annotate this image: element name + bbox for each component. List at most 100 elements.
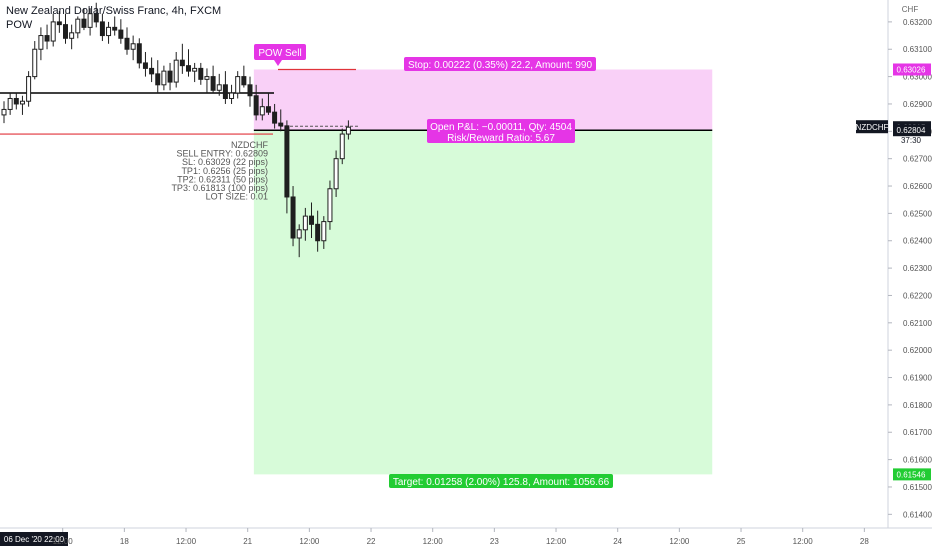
candle-body [229,92,235,99]
info-line: NZDCHF [231,140,268,150]
candle-body [149,67,155,75]
candle-body [302,215,308,231]
time-tick-label: 25 [737,537,746,546]
price-tick-label: 0.61900 [903,374,932,383]
info-line: TP2: 0.62311 (50 pips) [177,174,268,184]
candle-body [81,18,87,28]
signal-label: POW Sell [258,48,301,59]
candle-body [44,35,50,42]
price-tick-label: 0.62600 [903,182,932,191]
signal-label-pointer [274,60,282,66]
time-tick-label: 12:00 [423,537,444,546]
price-tick-label: 0.61800 [903,401,932,410]
info-line: LOT SIZE: 0.01 [206,192,268,202]
price-tick-label: 0.62700 [903,155,932,164]
candle-body [253,95,259,116]
indicator-name: POW [6,19,33,31]
candle-body [130,43,136,50]
candle-body [333,158,339,190]
chart-header: New Zealand Dollar/Swiss Franc, 4h, FXCM… [6,5,221,31]
candle-body [247,84,253,97]
time-tick-label: 12:00 [299,537,320,546]
time-tick-label: 12:00 [546,537,567,546]
candle-body [296,229,302,239]
symbol-tag-bg [856,120,888,134]
price-tick-label: 0.62900 [903,100,932,109]
time-tick-label: 12:00 [53,537,74,546]
candle-body [265,106,271,113]
price-tick-label: 0.62400 [903,237,932,246]
candle-body [26,76,32,102]
candle-body [315,223,321,242]
start-date-tag-bg [0,532,68,546]
price-tick-label: 0.62000 [903,346,932,355]
candle-body [7,97,13,110]
candles [1,2,351,258]
candle-body [106,26,112,37]
price-tick-label: 0.61600 [903,456,932,465]
stop-label: Stop: 0.00222 (0.35%) 22.2, Amount: 990 [408,60,592,71]
countdown-tag: 37:30 [901,136,922,145]
candle-body [179,59,185,67]
time-tick-label: 12:00 [176,537,197,546]
chart-title: New Zealand Dollar/Swiss Franc, 4h, FXCM [6,5,221,17]
candle-body [290,196,296,239]
stop-label-bg [404,57,596,71]
candle-body [284,125,290,198]
candle-body [155,73,161,86]
info-line: SELL ENTRY: 0.62809 [176,149,268,159]
candle-body [186,65,191,72]
candle-body [19,100,25,105]
candle-body [142,62,148,69]
rr-label: Risk/Reward Ratio: 5.67 [447,133,555,144]
entry-price-tag: 0.62804 [897,126,926,135]
candle-body [345,126,351,135]
candle-body [216,84,222,91]
candle-body [198,67,204,80]
price-tick-label: 0.63200 [903,18,932,27]
candle-body [87,13,93,28]
price-tick-label: 0.62300 [903,264,932,273]
price-axis[interactable]: CHF0.632000.631000.630000.629000.628000.… [856,0,932,528]
time-tick-label: 21 [243,537,252,546]
candle-body [327,188,333,223]
candle-body [321,221,327,242]
candle-body [339,133,345,160]
candle-body [50,21,56,42]
time-tick-label: 12:00 [793,537,814,546]
candle-body [136,43,142,64]
candle-body [118,29,124,39]
time-tick-label: 18 [120,537,129,546]
candle-body [38,35,44,50]
candle-body [32,48,38,78]
price-tick-label: 0.63000 [903,73,932,82]
price-tick-label: 0.62100 [903,319,932,328]
candle-body [63,24,68,39]
candle-body [272,111,278,124]
candle-body [112,26,118,31]
candle-body [210,76,216,91]
currency-label: CHF [902,5,919,14]
entry-price-tag-bg [893,124,931,137]
candle-body [69,32,75,39]
info-line: TP3: 0.61813 (100 pips) [171,183,268,193]
target-zone [253,130,713,475]
pnl-label: Open P&L: −0.00011, Qty: 4504 [430,122,572,133]
price-tick-label: 0.61500 [903,483,932,492]
candle-body [222,84,228,99]
candle-body [278,122,284,127]
stop-price-tag-bg [893,63,931,76]
price-tick-label: 0.61700 [903,428,932,437]
candle-body [192,67,198,72]
candle-body [241,76,247,86]
candle-body [13,97,19,105]
candle-body [161,70,167,86]
price-tick-label: 0.62200 [903,291,932,300]
candle-body [56,21,62,26]
time-tick-label: 12:00 [669,537,690,546]
candle-body [75,18,81,34]
candle-body [235,76,241,94]
